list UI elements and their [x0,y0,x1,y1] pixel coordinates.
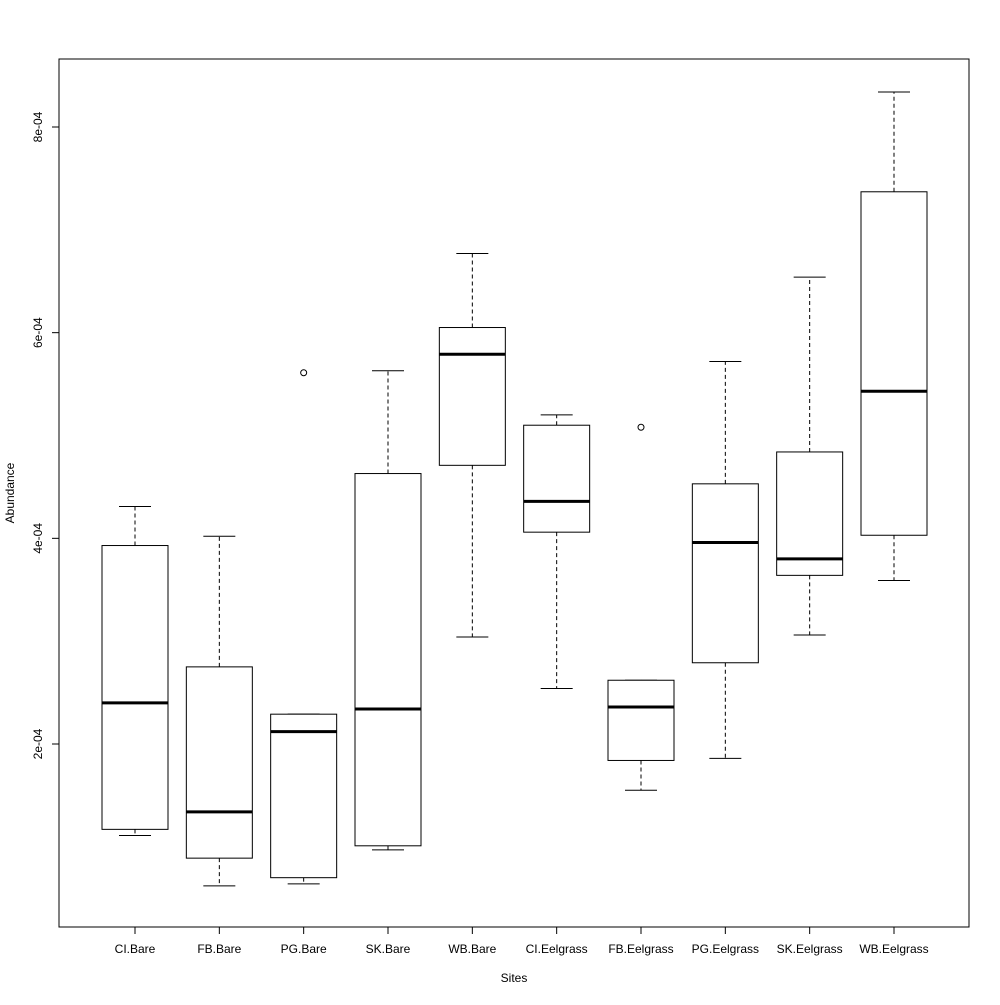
y-tick-label: 2e-04 [31,728,45,759]
y-tick-label: 8e-04 [31,111,45,142]
x-tick-label: SK.Eelgrass [777,942,843,956]
outlier-point [300,369,308,377]
x-tick-label: PG.Bare [281,942,327,956]
iqr-box [270,713,338,879]
box-group [185,535,253,887]
iqr-box [523,424,591,533]
plot-frame [58,58,970,928]
iqr-box [691,483,759,664]
y-axis-title: Abundance [3,462,17,523]
box-group [101,505,169,837]
box-group [523,414,591,689]
iqr-box [776,451,844,576]
box-group [438,252,506,638]
x-tick-label: CI.Eelgrass [526,942,588,956]
y-tick-label: 6e-04 [31,317,45,348]
outlier-point [637,423,645,431]
x-axis-title: Sites [501,971,528,985]
boxes-layer [101,91,928,887]
iqr-box [860,191,928,536]
x-tick-label: SK.Bare [366,942,411,956]
iqr-box [607,679,675,761]
box-group [860,91,928,581]
x-tick-label: FB.Bare [197,942,241,956]
iqr-box [101,545,169,830]
iqr-box [438,327,506,466]
box-group [691,360,759,759]
box-group [270,369,338,885]
x-axis: CI.Bare FB.Bare PG.Bare SK.Bare WB.Bare CI.Ee… [115,927,929,956]
x-tick-label: FB.Eelgrass [608,942,673,956]
x-tick-label: WB.Eelgrass [859,942,928,956]
box-group [354,370,422,851]
y-tick-label: 4e-04 [31,523,45,554]
box-group [607,423,675,791]
box-group [776,276,844,636]
iqr-box [185,666,253,859]
iqr-box [354,473,422,847]
x-tick-label: CI.Bare [115,942,156,956]
y-axis: 2e-04 4e-04 6e-04 8e-04 [31,111,59,759]
x-tick-label: PG.Eelgrass [692,942,759,956]
x-tick-label: WB.Bare [448,942,496,956]
